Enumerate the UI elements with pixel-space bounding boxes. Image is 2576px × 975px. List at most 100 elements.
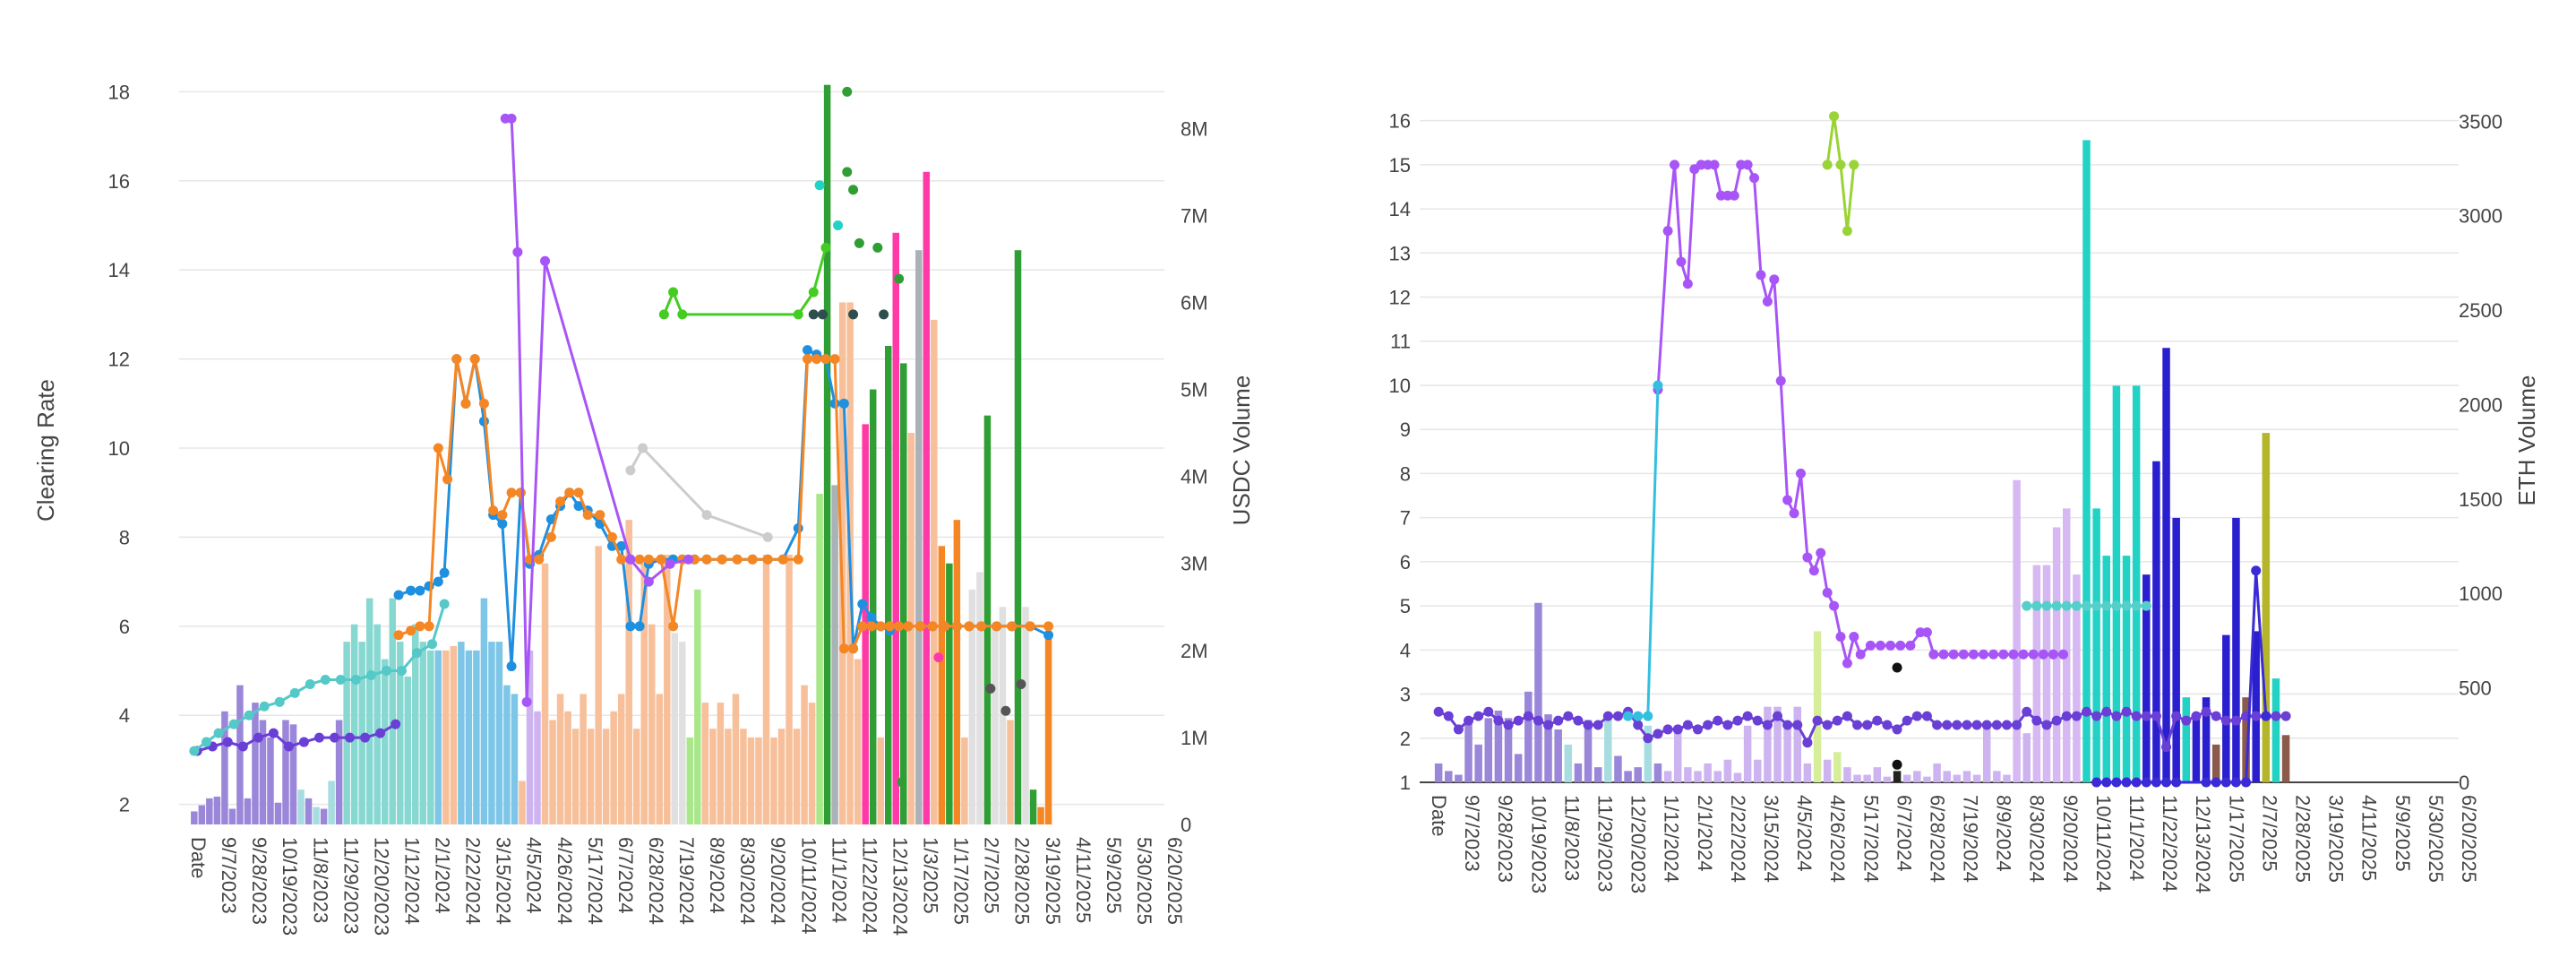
volume-bar — [2132, 385, 2141, 782]
volume-bar — [1893, 771, 1902, 782]
x-tick-label: 5/17/2024 — [584, 837, 606, 925]
rate-point — [350, 674, 361, 685]
rate-point — [515, 488, 526, 498]
volume-bar — [869, 389, 877, 824]
volume-bar — [1754, 759, 1762, 782]
rate-point — [506, 661, 517, 672]
volume-bar — [992, 624, 999, 824]
rate-point — [237, 741, 248, 752]
volume-bar — [854, 659, 862, 824]
volume-bar — [1037, 807, 1044, 824]
rate-point — [665, 558, 675, 569]
rate-point — [1842, 658, 1852, 669]
volume-bar — [2242, 697, 2250, 782]
rate-series-line — [663, 247, 828, 316]
rate-point — [1752, 715, 1763, 726]
volume-bar — [1853, 774, 1861, 782]
volume-bar — [923, 171, 931, 825]
volume-bar — [976, 572, 983, 824]
x-tick-label: 1/12/2024 — [1661, 795, 1683, 883]
volume-bar — [297, 789, 305, 824]
volume-bar — [2032, 565, 2041, 782]
rate-point — [1493, 715, 1504, 726]
volume-bar — [350, 624, 358, 824]
rate-point — [2261, 711, 2271, 721]
volume-bar — [2142, 574, 2151, 782]
volume-bar — [938, 546, 946, 824]
rate-point — [2201, 706, 2211, 717]
volume-bar — [2112, 385, 2121, 782]
y-axis-title: Clearing Rate — [32, 379, 59, 522]
rate-point — [1849, 632, 1859, 643]
volume-bar — [2281, 735, 2290, 782]
rate-point — [1713, 715, 1723, 726]
x-tick-label: 8/9/2024 — [706, 837, 728, 914]
rate-point — [808, 287, 819, 298]
rate-series-line — [1825, 115, 1856, 233]
volume-bar — [664, 555, 671, 824]
y2-tick-label: 3M — [1181, 553, 1208, 575]
rate-point — [1612, 711, 1623, 721]
rate-point — [1676, 256, 1687, 267]
rate-point — [573, 488, 584, 498]
volume-bar — [328, 781, 335, 824]
volume-bar — [762, 555, 770, 824]
volume-bar — [625, 520, 632, 824]
x-tick-label: 6/20/2025 — [2458, 795, 2480, 883]
rate-point — [927, 621, 938, 632]
x-tick-label: 3/19/2025 — [1042, 837, 1064, 925]
rate-point — [1892, 724, 1902, 735]
rate-point — [848, 309, 859, 320]
volume-bar — [2022, 733, 2031, 782]
volume-bar — [580, 694, 587, 824]
rate-point — [1905, 640, 1916, 651]
rate-point — [582, 510, 593, 521]
x-tick-label: 5/17/2024 — [1859, 795, 1882, 883]
volume-bar — [770, 737, 777, 824]
volume-bar — [236, 685, 244, 824]
volume-bar — [1494, 710, 1503, 782]
rate-point — [838, 398, 849, 409]
volume-bar — [1733, 772, 1742, 782]
rate-point — [2041, 720, 2052, 730]
rate-point — [1016, 678, 1026, 689]
x-tick-label: 8/30/2024 — [2026, 795, 2048, 883]
rate-point — [506, 488, 517, 498]
volume-bar — [747, 737, 755, 824]
x-tick-label: 10/19/2023 — [279, 837, 301, 936]
volume-bar — [1803, 763, 1812, 782]
rate-point — [842, 86, 853, 97]
rate-point — [1729, 190, 1739, 201]
volume-bar — [892, 232, 899, 824]
volume-bar — [1614, 755, 1622, 782]
rate-point — [964, 621, 975, 632]
rate-point — [433, 576, 443, 587]
rate-point — [854, 237, 864, 248]
volume-bar — [2003, 774, 2011, 782]
x-tick-label: 2/7/2025 — [981, 837, 1003, 914]
rate-series-line — [1656, 163, 2064, 665]
volume-bar — [1823, 759, 1832, 782]
volume-bar — [541, 563, 549, 824]
rate-point — [1762, 296, 1773, 306]
x-tick-label: 8/30/2024 — [736, 837, 759, 925]
x-tick-label: 11/29/2023 — [339, 837, 362, 934]
rate-point — [2201, 777, 2211, 788]
rate-point — [1842, 711, 1852, 721]
volume-bar — [365, 598, 374, 824]
x-tick-label: 5/30/2025 — [1133, 837, 1155, 925]
rate-point — [606, 531, 617, 542]
volume-bar — [335, 720, 343, 824]
volume-bar — [1962, 771, 1971, 782]
y-tick-label: 6 — [1400, 551, 1411, 574]
volume-bar — [412, 624, 419, 824]
rate-point — [555, 496, 566, 507]
rate-point — [2151, 777, 2161, 788]
rate-point — [762, 554, 773, 565]
rate-point — [2061, 711, 2072, 721]
rate-point — [1662, 724, 1673, 735]
rate-point — [424, 621, 434, 632]
y-tick-label: 13 — [1389, 242, 1411, 264]
rate-point — [793, 309, 803, 320]
